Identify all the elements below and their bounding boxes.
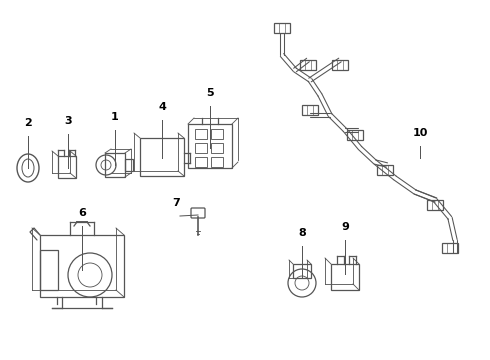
Bar [347, 130, 363, 140]
Bar [331, 264, 359, 290]
Bar [40, 235, 124, 297]
Bar [211, 129, 223, 139]
Text: 7: 7 [172, 198, 180, 208]
Bar [195, 129, 207, 139]
Text: 6: 6 [78, 208, 86, 218]
Text: 1: 1 [111, 112, 119, 122]
Text: 8: 8 [298, 228, 306, 238]
Bar [105, 153, 125, 177]
Bar [195, 143, 207, 153]
Bar [211, 143, 223, 153]
Bar [442, 243, 458, 253]
Bar [302, 105, 318, 115]
Bar [427, 200, 443, 210]
Bar [293, 264, 311, 278]
Text: 9: 9 [341, 222, 349, 232]
Bar [332, 60, 348, 70]
Bar [58, 156, 76, 178]
Bar [140, 138, 184, 176]
Bar [40, 250, 58, 290]
Bar [188, 124, 232, 168]
Text: 10: 10 [412, 128, 428, 138]
Text: 5: 5 [206, 88, 214, 98]
Text: 4: 4 [158, 102, 166, 112]
Bar [300, 60, 316, 70]
Bar [274, 23, 290, 33]
Bar [377, 165, 393, 175]
Bar [211, 157, 223, 167]
Text: 3: 3 [64, 116, 72, 126]
Bar [195, 157, 207, 167]
Text: 2: 2 [24, 118, 32, 128]
Bar [125, 159, 133, 171]
